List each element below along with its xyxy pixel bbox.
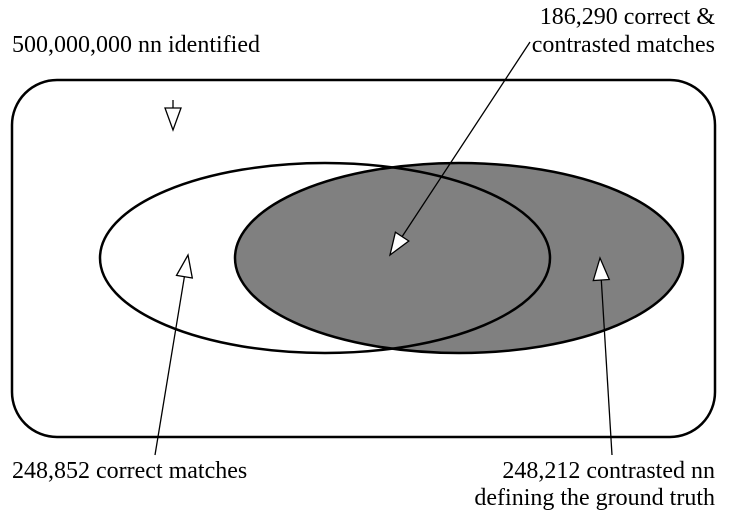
arrow-head [175,253,194,279]
arrow-head [164,107,182,132]
arrow-line [401,41,531,237]
arrow-head [592,256,611,282]
contrasted-label: defining the ground truth [474,485,715,511]
intersection-label: 186,290 correct & [540,4,716,30]
intersection-label: contrasted matches [532,32,715,58]
contrasted-label: 248,212 contrasted nn [502,458,715,484]
correct-label: 248,852 correct matches [12,458,247,484]
arrow-line [600,279,613,456]
correct-set [98,161,552,355]
contrasted-set [233,161,685,355]
total-label: 500,000,000 nn identified [12,32,260,58]
arrow-head [388,231,410,257]
arrow-line [154,276,186,456]
